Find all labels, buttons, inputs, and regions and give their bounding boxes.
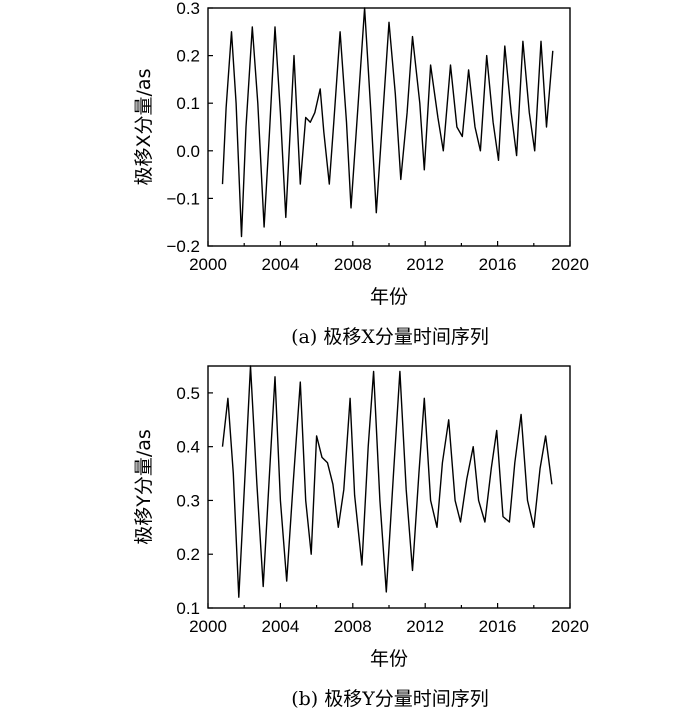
panel-caption: (a) 极移X分量时间序列 [291,326,489,348]
x-tick-labels: 2000 2004 2008 2012 2016 2020 [189,617,589,636]
y-tick-labels: 0.3 0.2 0.1 0.0 −0.1 −0.2 [166,0,200,256]
x-axis-label: 年份 [370,286,408,308]
x-tick-labels: 2000 2004 2008 2012 2016 2020 [189,255,589,274]
y-axis-label: 极移X分量/as [133,69,155,186]
x-axis-label: 年份 [370,648,408,670]
y-tick-label: 0.0 [176,142,200,161]
y-tick-label: 0.1 [176,94,200,113]
y-tick-label: 0.3 [176,0,200,18]
series-line [221,7,554,238]
x-tick-label: 2020 [551,617,589,636]
plot-frame [207,7,571,247]
y-tick-label: 0.5 [176,384,200,403]
x-tick-label: 2012 [406,255,444,274]
y-tick-label: 0.2 [176,545,200,564]
y-tick-label: 0.2 [176,47,200,66]
series-line [221,365,553,598]
y-tick-label: 0.4 [176,438,200,457]
axis-ticks [207,7,571,247]
y-tick-label: 0.1 [176,599,200,618]
x-tick-label: 2016 [479,255,517,274]
x-tick-label: 2004 [261,255,299,274]
panel-a-chart: 2000 2004 2008 2012 2016 2020 0.3 0.2 0.1 0.0 −0.… [133,0,589,348]
x-tick-label: 2016 [479,617,517,636]
y-tick-label: 0.3 [176,491,200,510]
y-tick-label: −0.1 [166,189,200,208]
x-tick-label: 2020 [551,255,589,274]
panel-caption: (b) 极移Y分量时间序列 [291,688,489,710]
x-tick-label: 2008 [334,255,372,274]
y-axis-label: 极移Y分量/as [133,429,155,545]
y-tick-labels: 0.5 0.4 0.3 0.2 0.1 [176,384,200,618]
y-tick-label: −0.2 [166,237,200,256]
axis-ticks [207,392,571,609]
x-tick-label: 2004 [261,617,299,636]
panel-b-chart: 2000 2004 2008 2012 2016 2020 0.5 0.4 0.3 0.2 0.1… [133,365,589,710]
x-tick-label: 2012 [406,617,444,636]
x-tick-label: 2008 [334,617,372,636]
x-tick-label: 2000 [189,255,227,274]
x-tick-label: 2000 [189,617,227,636]
